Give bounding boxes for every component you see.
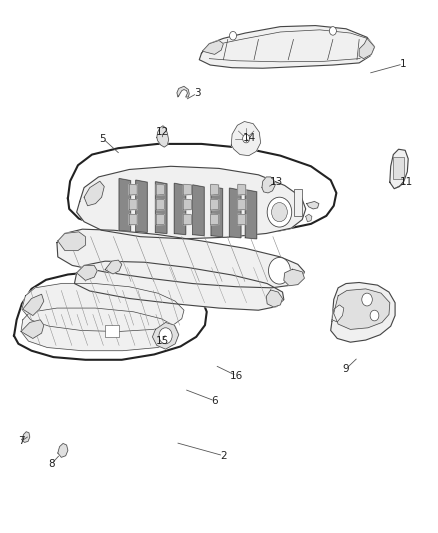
Text: 8: 8 [48, 459, 55, 469]
Polygon shape [84, 181, 104, 206]
Polygon shape [23, 294, 44, 316]
Polygon shape [22, 284, 184, 332]
Polygon shape [136, 180, 147, 232]
Text: 5: 5 [99, 134, 106, 143]
Polygon shape [58, 232, 85, 251]
Polygon shape [129, 199, 137, 210]
Polygon shape [193, 185, 204, 236]
Circle shape [267, 197, 292, 227]
Text: 11: 11 [400, 177, 413, 187]
Bar [294, 189, 302, 216]
Polygon shape [238, 199, 246, 210]
Text: 2: 2 [220, 451, 227, 461]
Polygon shape [262, 177, 275, 193]
Polygon shape [68, 144, 336, 236]
Polygon shape [184, 214, 191, 225]
Polygon shape [238, 214, 246, 225]
Polygon shape [390, 149, 408, 189]
Text: 13: 13 [269, 177, 283, 187]
Circle shape [329, 27, 336, 35]
Polygon shape [306, 214, 312, 222]
Polygon shape [211, 187, 223, 237]
Polygon shape [174, 183, 186, 235]
Polygon shape [156, 199, 164, 210]
Text: 16: 16 [230, 371, 243, 381]
Bar [393, 157, 404, 179]
Polygon shape [152, 322, 179, 349]
Polygon shape [211, 199, 219, 210]
Polygon shape [199, 26, 374, 68]
Polygon shape [202, 41, 223, 54]
Polygon shape [359, 38, 374, 59]
Circle shape [272, 203, 287, 222]
Circle shape [362, 293, 372, 306]
Polygon shape [231, 122, 261, 156]
Polygon shape [211, 184, 219, 195]
Polygon shape [105, 260, 122, 274]
Polygon shape [21, 308, 179, 351]
Polygon shape [238, 184, 246, 195]
Polygon shape [156, 184, 164, 195]
Circle shape [243, 134, 250, 143]
Circle shape [370, 310, 379, 321]
Polygon shape [230, 188, 241, 238]
Text: 1: 1 [399, 59, 406, 69]
Polygon shape [22, 432, 30, 442]
Polygon shape [14, 272, 207, 360]
Polygon shape [119, 179, 131, 231]
Polygon shape [211, 214, 219, 225]
Polygon shape [184, 184, 191, 195]
Text: 14: 14 [243, 133, 256, 142]
Text: 6: 6 [211, 396, 218, 406]
Text: 7: 7 [18, 437, 25, 446]
Polygon shape [155, 182, 167, 233]
Polygon shape [245, 190, 257, 239]
Text: 3: 3 [194, 88, 201, 98]
Polygon shape [331, 282, 395, 342]
Polygon shape [58, 443, 68, 457]
Polygon shape [284, 269, 304, 286]
Polygon shape [157, 126, 169, 147]
Text: 15: 15 [155, 336, 169, 346]
Polygon shape [334, 289, 390, 329]
Polygon shape [77, 265, 97, 280]
Polygon shape [129, 214, 137, 225]
Bar [105, 325, 119, 337]
Circle shape [159, 328, 172, 344]
Circle shape [268, 257, 290, 284]
Polygon shape [57, 229, 304, 288]
Polygon shape [177, 86, 189, 97]
Polygon shape [307, 201, 319, 209]
Polygon shape [74, 261, 284, 310]
Text: 12: 12 [156, 127, 170, 137]
Polygon shape [77, 166, 306, 239]
Polygon shape [129, 184, 137, 195]
Circle shape [230, 31, 237, 40]
Polygon shape [21, 320, 44, 338]
Polygon shape [156, 214, 164, 225]
Polygon shape [266, 290, 283, 307]
Polygon shape [332, 305, 344, 322]
Polygon shape [184, 199, 191, 210]
Text: 9: 9 [343, 364, 350, 374]
